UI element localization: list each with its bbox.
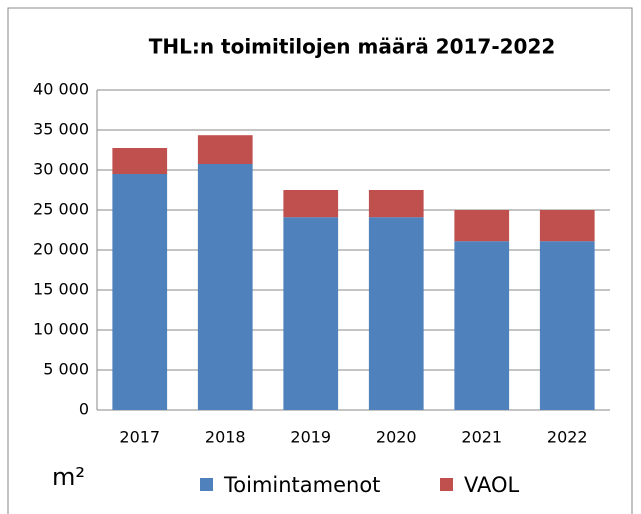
y-tick-label: 35 000 [33, 120, 89, 139]
bar-segment [283, 190, 339, 218]
y-axis-unit: m² [52, 463, 85, 491]
x-tick-label: 2020 [376, 428, 417, 447]
legend-label: Toimintamenot [223, 473, 380, 497]
y-tick-label: 30 000 [33, 160, 89, 179]
bar-segment [368, 190, 424, 218]
x-tick-label: 2018 [205, 428, 246, 447]
x-tick-label: 2019 [290, 428, 331, 447]
y-tick-label: 15 000 [33, 280, 89, 299]
bar-segment [539, 210, 595, 242]
legend-swatch [440, 478, 453, 491]
bar-segment [539, 241, 595, 410]
bar-segment [197, 164, 253, 410]
x-tick-label: 2017 [119, 428, 160, 447]
bar-segment [454, 241, 510, 410]
bar-segment [112, 174, 168, 410]
bar-segment [197, 135, 253, 164]
y-tick-label: 0 [79, 400, 89, 419]
bar-segment [368, 217, 424, 410]
y-tick-label: 10 000 [33, 320, 89, 339]
x-tick-label: 2022 [547, 428, 588, 447]
y-tick-label: 25 000 [33, 200, 89, 219]
y-tick-label: 40 000 [33, 80, 89, 99]
y-tick-label: 20 000 [33, 240, 89, 259]
chart-frame [7, 7, 633, 514]
bar-segment [454, 210, 510, 242]
bar-segment [112, 148, 168, 174]
bar-segment [283, 217, 339, 410]
legend-label: VAOL [464, 473, 520, 497]
x-tick-label: 2021 [461, 428, 502, 447]
legend-swatch [200, 478, 213, 491]
y-tick-label: 5 000 [43, 360, 89, 379]
chart-title: THL:n toimitilojen määrä 2017-2022 [149, 35, 556, 59]
